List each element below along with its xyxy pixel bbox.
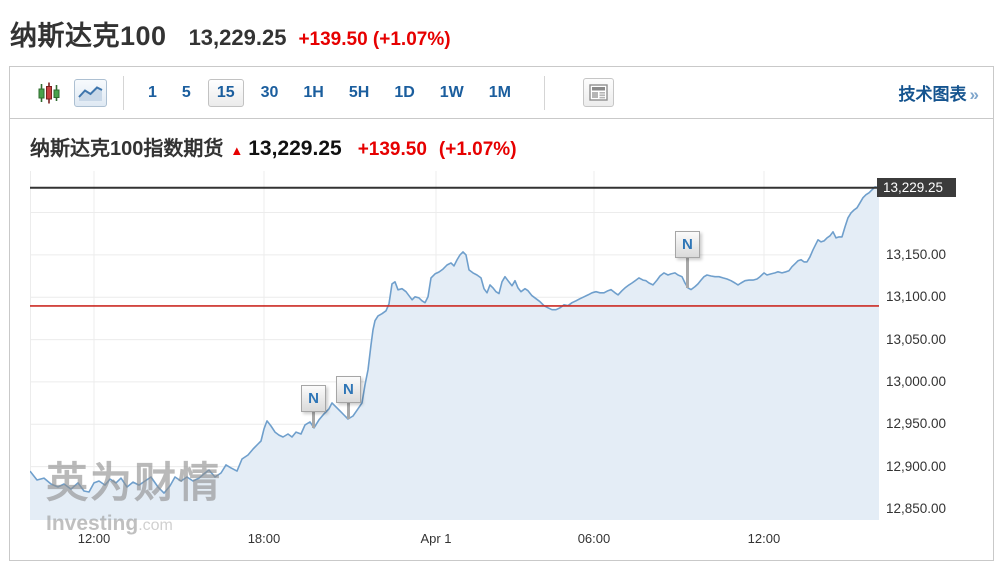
price-tick-label: 12,950.00 — [886, 416, 947, 432]
last-price-badge: 13,229.25 — [877, 178, 956, 198]
interval-list: 1 5 15 30 1H 5H 1D 1W 1M — [140, 78, 528, 107]
instrument-header: 纳斯达克100 13,229.25 +139.50 (+1.07%) — [0, 0, 1003, 66]
price-tick-label: 13,100.00 — [886, 289, 947, 305]
chart-title-row: 纳斯达克100指数期货 ▲ 13,229.25 +139.50 (+1.07%) — [30, 132, 517, 161]
time-tick-label: 12:00 — [747, 531, 781, 546]
interval-button-15[interactable]: 15 — [207, 78, 244, 107]
chart-change-percent: (+1.07%) — [438, 139, 517, 160]
chevron-right-icon: » — [969, 85, 979, 104]
toolbar-divider — [544, 75, 545, 110]
interval-button-1[interactable]: 1 — [140, 80, 165, 106]
price-area-fill — [30, 186, 879, 520]
news-marker[interactable]: N — [674, 231, 700, 259]
candlestick-icon — [38, 82, 60, 103]
interval-button-1M[interactable]: 1M — [481, 80, 519, 106]
interval-button-1W[interactable]: 1W — [432, 80, 472, 106]
price-line — [30, 186, 879, 494]
line-chart-button[interactable] — [74, 78, 107, 107]
price-tick-label: 13,000.00 — [886, 373, 947, 389]
interval-button-1H[interactable]: 1H — [295, 80, 331, 106]
technical-chart-link[interactable]: 技术图表» — [899, 80, 979, 105]
line-chart-icon — [78, 85, 103, 101]
price-tick-label: 13,150.00 — [886, 246, 947, 262]
chart-last-price: 13,229.25 — [248, 137, 342, 160]
news-marker-stem — [347, 402, 351, 419]
time-tick-label: 18:00 — [247, 531, 281, 546]
up-arrow-icon: ▲ — [230, 143, 244, 158]
chart-change: +139.50 — [357, 139, 427, 160]
interval-button-5[interactable]: 5 — [174, 80, 199, 106]
time-tick-label: Apr 1 — [420, 531, 452, 546]
technical-chart-label: 技术图表 — [898, 85, 967, 104]
chart-widget: 1 5 15 30 1H 5H 1D 1W 1M 技术图表» 纳斯达克100指数期货 — [9, 66, 994, 561]
chart-instrument-name: 纳斯达克100指数期货 — [30, 138, 224, 160]
header-last-price: 13,229.25 — [188, 25, 287, 50]
price-tick-label: 13,050.00 — [886, 331, 947, 347]
news-marker[interactable]: N — [335, 375, 361, 403]
price-chart[interactable] — [30, 171, 879, 520]
interval-button-1D[interactable]: 1D — [386, 80, 422, 106]
instrument-name: 纳斯达克100 — [10, 21, 167, 51]
header-change: +139.50 (+1.07%) — [298, 29, 451, 50]
chart-area: 纳斯达克100指数期货 ▲ 13,229.25 +139.50 (+1.07%)… — [9, 119, 994, 561]
interval-button-30[interactable]: 30 — [253, 80, 287, 106]
price-tick-label: 12,900.00 — [886, 458, 947, 474]
interval-button-5H[interactable]: 5H — [341, 80, 377, 106]
news-icon — [589, 84, 608, 101]
time-tick-label: 06:00 — [577, 531, 611, 546]
news-button[interactable] — [583, 78, 614, 107]
price-tick-label: 12,850.00 — [886, 500, 947, 516]
time-tick-label: 12:00 — [77, 531, 111, 546]
chart-toolbar: 1 5 15 30 1H 5H 1D 1W 1M 技术图表» — [9, 66, 994, 119]
news-marker[interactable]: N — [300, 384, 326, 412]
news-marker-stem — [686, 258, 690, 289]
candlestick-chart-button[interactable] — [36, 80, 62, 106]
toolbar-divider — [123, 75, 124, 110]
news-marker-stem — [312, 411, 316, 428]
